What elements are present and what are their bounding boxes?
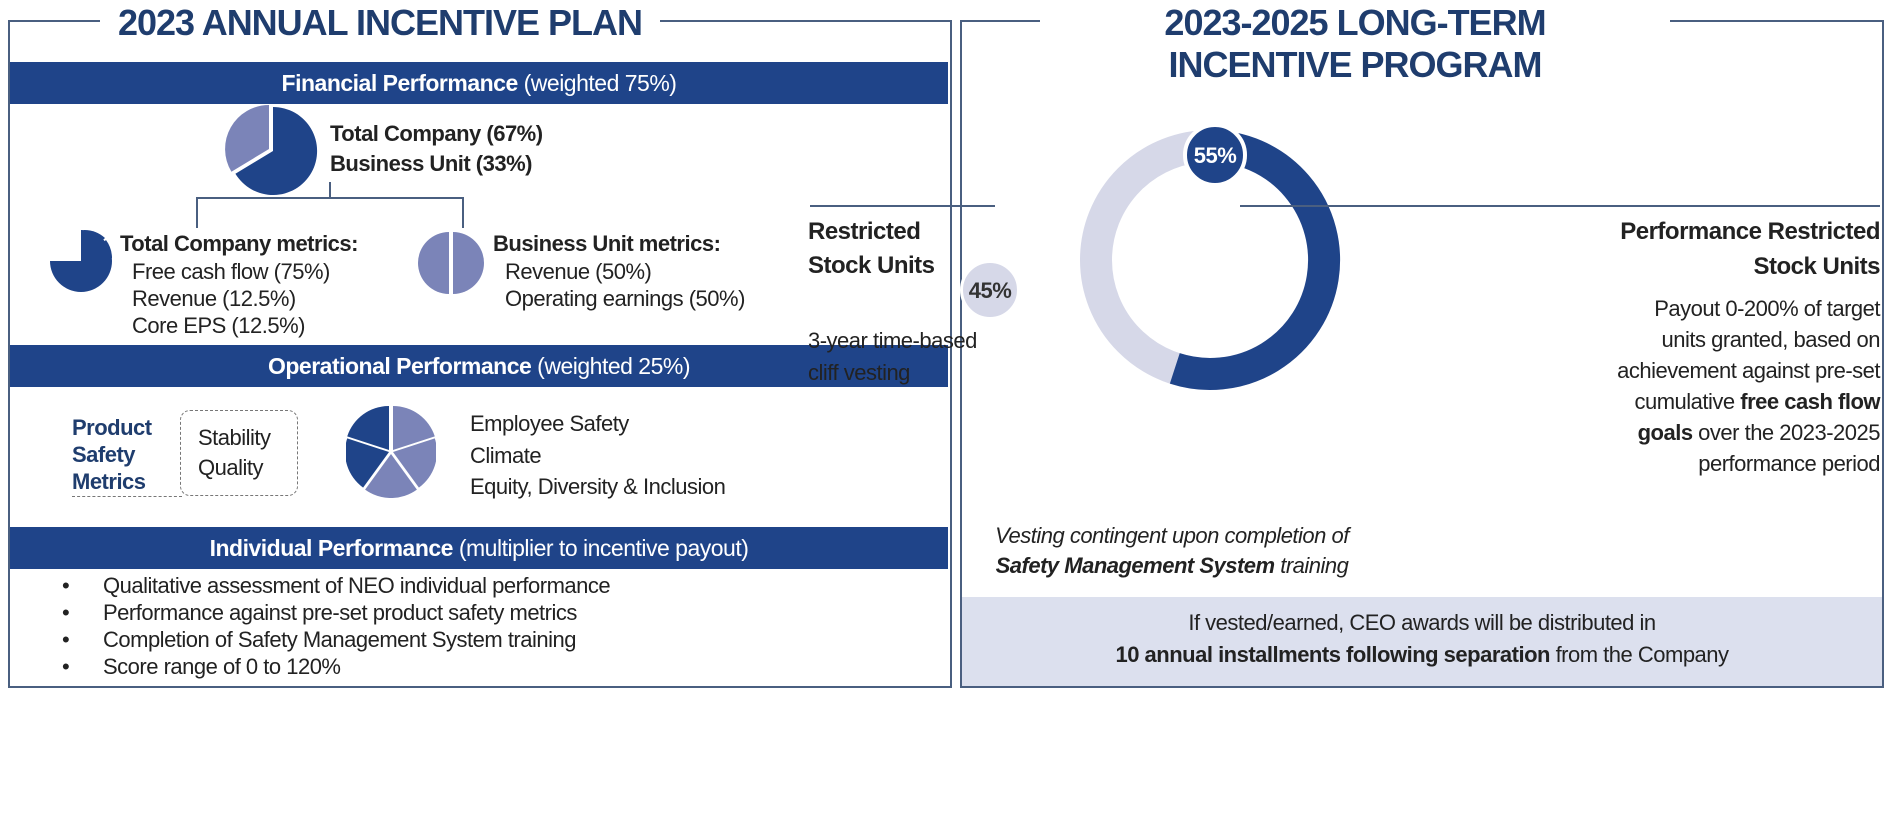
frame-line — [1670, 20, 1884, 22]
psm-label: Product — [72, 415, 152, 440]
psm-label: Metrics — [72, 469, 146, 494]
prsu-ring-segment — [1169, 130, 1341, 390]
long-term-frame — [960, 20, 1884, 688]
rsu-desc: cliff vesting — [808, 360, 910, 385]
ceo-note-band: If vested/earned, CEO awards will be dis… — [962, 597, 1882, 686]
lti-donut — [1080, 123, 1341, 390]
vesting-note: Safety Management System training — [995, 553, 1349, 578]
ceo-note: If vested/earned, CEO awards will be dis… — [1188, 610, 1656, 635]
rsu-percent: 45% — [968, 278, 1012, 303]
psm-underline — [72, 496, 182, 497]
long-term-title: 2023-2025 LONG-TERM INCENTIVE PROGRAM — [1164, 2, 1546, 85]
vesting-note: Vesting contingent upon completion of — [995, 523, 1349, 548]
tc-metrics-title: Total Company metrics: — [120, 231, 358, 256]
prsu-desc: goals over the 2023-2025 — [1637, 420, 1881, 445]
split-total-company: Total Company (67%) — [330, 121, 543, 146]
rsu-title: Stock Units — [808, 252, 935, 279]
prsu-desc: cumulative free cash flow — [1634, 389, 1881, 414]
split-business-unit: Business Unit (33%) — [330, 151, 533, 176]
operational-item: Equity, Diversity & Inclusion — [470, 474, 726, 499]
rsu-title: Restricted — [808, 218, 921, 245]
total-company-slice — [235, 106, 318, 195]
psm-item: Stability — [198, 425, 271, 450]
operational-header: Operational Performance (weighted 25%) — [10, 345, 948, 387]
frame-line — [8, 20, 100, 22]
frame-line — [960, 20, 1040, 22]
tc-metric: Core EPS (12.5%) — [132, 313, 305, 338]
rsu-desc: 3-year time-based — [808, 328, 977, 353]
annual-plan-frame — [8, 20, 952, 688]
annual-plan-title: 2023 ANNUAL INCENTIVE PLAN — [117, 2, 643, 43]
individual-bullet: Score range of 0 to 120% — [103, 654, 341, 679]
prsu-percent: 55% — [1193, 143, 1237, 168]
prsu-desc: units granted, based on — [1661, 327, 1881, 352]
business-unit-metrics-pie — [418, 232, 484, 294]
individual-bullet: Qualitative assessment of NEO individual… — [103, 573, 611, 598]
connector-lines — [196, 182, 464, 228]
tc-metric: Free cash flow (75%) — [132, 259, 330, 284]
financial-split-pie — [225, 105, 318, 195]
total-company-metrics-pie — [50, 229, 112, 292]
bu-metric: Revenue (50%) — [505, 259, 652, 284]
frame-line — [660, 20, 952, 22]
psm-item: Quality — [198, 455, 263, 480]
individual-header: Individual Performance (multiplier to in… — [10, 527, 948, 569]
prsu-title: Performance Restricted — [1620, 218, 1880, 245]
psm-label: Safety — [72, 442, 136, 467]
prsu-title: Stock Units — [1753, 253, 1880, 280]
tc-metric: Revenue (12.5%) — [132, 286, 296, 311]
operational-item: Employee Safety — [470, 411, 629, 436]
business-unit-slice — [225, 105, 269, 172]
prsu-rule — [1240, 205, 1880, 207]
ceo-note: 10 annual installments following separat… — [1115, 642, 1729, 667]
bullet-icon: • — [62, 654, 70, 679]
bu-metrics-title: Business Unit metrics: — [493, 231, 721, 256]
bullet-icon: • — [62, 600, 70, 625]
prsu-badge — [1183, 123, 1247, 187]
prsu-desc: Payout 0-200% of target — [1654, 296, 1880, 321]
individual-bullet: Performance against pre-set product safe… — [103, 600, 577, 625]
prsu-desc: achievement against pre-set — [1617, 358, 1880, 383]
rsu-rule — [810, 205, 995, 207]
rsu-badge — [960, 260, 1020, 320]
bullet-icon: • — [62, 573, 70, 598]
operational-item: Climate — [470, 443, 542, 468]
operational-pie — [346, 406, 436, 498]
prsu-desc: performance period — [1698, 451, 1880, 476]
financial-header: Financial Performance (weighted 75%) — [10, 62, 948, 104]
psm-box — [180, 410, 298, 496]
individual-bullet: Completion of Safety Management System t… — [103, 627, 576, 652]
bullet-icon: • — [62, 627, 70, 652]
bu-metric: Operating earnings (50%) — [505, 286, 745, 311]
